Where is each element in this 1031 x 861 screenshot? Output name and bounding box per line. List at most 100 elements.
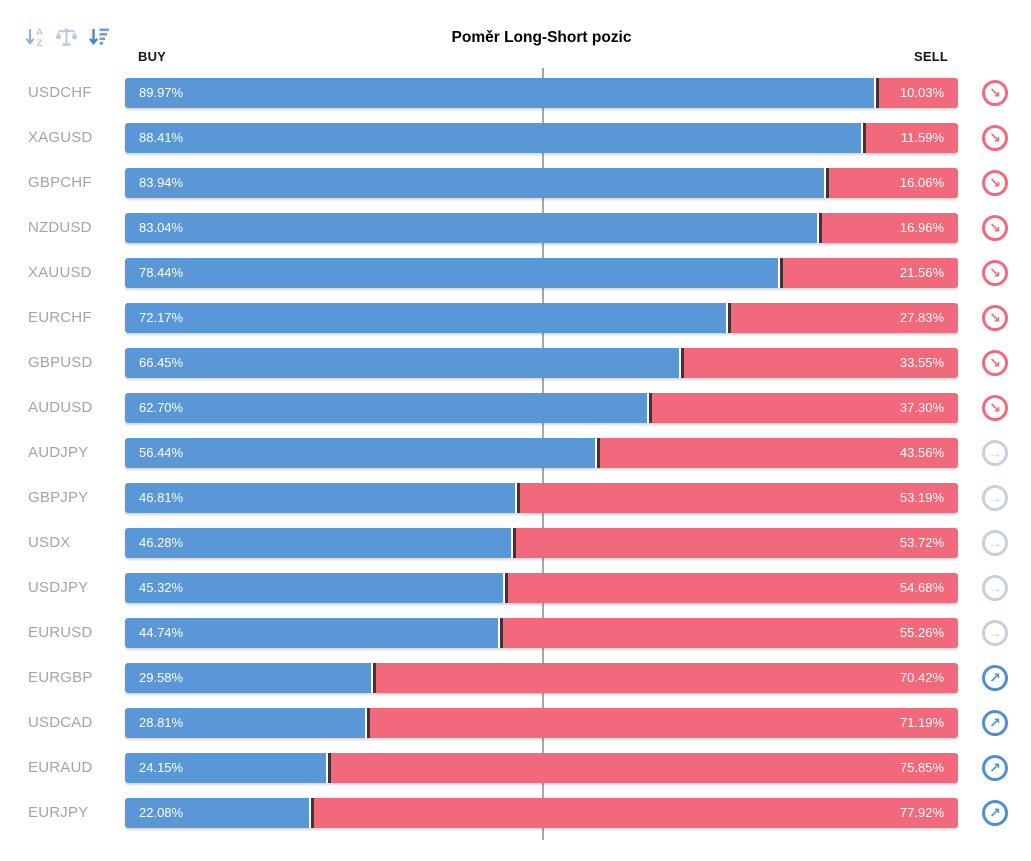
trend-down-icon[interactable]: ↘ (982, 305, 1008, 331)
sell-percent: 11.59% (900, 130, 944, 145)
pair-label: EURJPY (28, 804, 89, 821)
pair-label: GBPCHF (28, 174, 92, 191)
sell-segment: 33.55% (683, 348, 958, 378)
sell-segment: 71.19% (369, 708, 958, 738)
segment-divider (728, 303, 732, 333)
buy-percent: 83.04% (139, 220, 184, 235)
pair-row: EURJPY 22.08% 77.92% ↗ (0, 798, 1031, 843)
ratio-bar: 88.41% 11.59% (125, 123, 958, 153)
trend-up-icon[interactable]: ↗ (982, 710, 1008, 736)
trend-down-icon[interactable]: ↘ (982, 260, 1008, 286)
trend-arrow-glyph: ↗ (989, 669, 1001, 686)
pair-label: GBPUSD (28, 354, 93, 371)
signal-cell: → (982, 573, 1008, 603)
trend-down-icon[interactable]: ↘ (982, 80, 1008, 106)
trend-arrow-glyph: ↘ (989, 309, 1001, 326)
buy-percent: 45.32% (139, 580, 184, 595)
trend-down-icon[interactable]: ↘ (982, 395, 1008, 421)
segment-divider (310, 798, 314, 828)
trend-neutral-icon[interactable]: → (982, 575, 1008, 601)
buy-segment: 44.74% (125, 618, 498, 648)
signal-cell: ↘ (982, 258, 1008, 288)
buy-segment: 22.08% (125, 798, 309, 828)
segment-gap (595, 438, 598, 468)
pair-label: EURCHF (28, 309, 92, 326)
segment-gap (308, 798, 311, 828)
sell-percent: 33.55% (899, 355, 944, 370)
segment-gap (497, 618, 500, 648)
trend-neutral-icon[interactable]: → (982, 440, 1008, 466)
sell-percent: 16.06% (899, 175, 944, 190)
pair-label: XAUUSD (28, 264, 92, 281)
pair-label: XAGUSD (28, 129, 93, 146)
trend-neutral-icon[interactable]: → (982, 620, 1008, 646)
segment-divider (366, 708, 370, 738)
trend-up-icon[interactable]: ↗ (982, 755, 1008, 781)
buy-segment: 45.32% (125, 573, 503, 603)
sell-percent: 54.68% (899, 580, 944, 595)
sell-percent: 71.19% (899, 715, 944, 730)
pair-row: NZDUSD 83.04% 16.96% ↘ (0, 213, 1031, 258)
sell-percent: 75.85% (899, 760, 944, 775)
buy-percent: 29.58% (139, 670, 184, 685)
trend-up-icon[interactable]: ↗ (982, 800, 1008, 826)
segment-divider (516, 483, 520, 513)
sell-segment: 53.72% (515, 528, 958, 558)
ratio-bar: 46.28% 53.72% (125, 528, 958, 558)
sell-percent: 27.83% (899, 310, 944, 325)
segment-divider (328, 753, 332, 783)
segment-gap (326, 753, 329, 783)
trend-down-icon[interactable]: ↘ (982, 170, 1008, 196)
segment-divider (512, 528, 516, 558)
pair-row: GBPCHF 83.94% 16.06% ↘ (0, 168, 1031, 213)
buy-segment: 72.17% (125, 303, 727, 333)
segment-gap (647, 393, 650, 423)
trend-down-icon[interactable]: ↘ (982, 350, 1008, 376)
signal-cell: → (982, 438, 1008, 468)
segment-gap (816, 213, 819, 243)
buy-percent: 22.08% (139, 805, 184, 820)
pair-row: EURGBP 29.58% 70.42% ↗ (0, 663, 1031, 708)
sell-segment: 16.96% (821, 213, 958, 243)
trend-arrow-glyph: ↘ (989, 219, 1001, 236)
scale-balance-icon[interactable] (54, 25, 79, 49)
buy-segment: 24.15% (125, 753, 327, 783)
signal-cell: ↘ (982, 393, 1008, 423)
sell-segment: 70.42% (376, 663, 958, 693)
pair-row: USDCAD 28.81% 71.19% ↗ (0, 708, 1031, 753)
signal-cell: → (982, 618, 1008, 648)
sort-amount-icon[interactable] (86, 25, 111, 49)
segment-divider (504, 573, 508, 603)
buy-percent: 83.94% (139, 175, 184, 190)
sell-percent: 53.19% (899, 490, 944, 505)
pair-row: XAUUSD 78.44% 21.56% ↘ (0, 258, 1031, 303)
pair-row: EURAUD 24.15% 75.85% ↗ (0, 753, 1031, 798)
trend-neutral-icon[interactable]: → (982, 485, 1008, 511)
buy-segment: 56.44% (125, 438, 596, 468)
sell-percent: 55.26% (899, 625, 944, 640)
segment-divider (876, 78, 880, 108)
segment-divider (863, 123, 867, 153)
buy-segment: 88.41% (125, 123, 862, 153)
sort-alphabetical-glyph: A Z (25, 27, 43, 49)
sort-alphabetical-icon[interactable]: A Z (22, 25, 47, 49)
trend-down-icon[interactable]: ↘ (982, 125, 1008, 151)
segment-gap (874, 78, 877, 108)
ratio-bar: 46.81% 53.19% (125, 483, 958, 513)
signal-cell: → (982, 528, 1008, 558)
sort-toolbar: A Z (22, 25, 111, 49)
buy-segment: 46.81% (125, 483, 515, 513)
trend-up-icon[interactable]: ↗ (982, 665, 1008, 691)
signal-cell: ↗ (982, 753, 1008, 783)
sell-percent: 10.03% (899, 85, 944, 100)
trend-down-icon[interactable]: ↘ (982, 215, 1008, 241)
sell-percent: 16.96% (899, 220, 944, 235)
trend-neutral-icon[interactable]: → (982, 530, 1008, 556)
svg-text:Z: Z (36, 38, 42, 49)
buy-percent: 89.97% (139, 85, 184, 100)
buy-percent: 62.70% (139, 400, 184, 415)
signal-cell: ↗ (982, 663, 1008, 693)
segment-gap (502, 573, 505, 603)
buy-percent: 56.44% (139, 445, 184, 460)
buy-segment: 46.28% (125, 528, 511, 558)
